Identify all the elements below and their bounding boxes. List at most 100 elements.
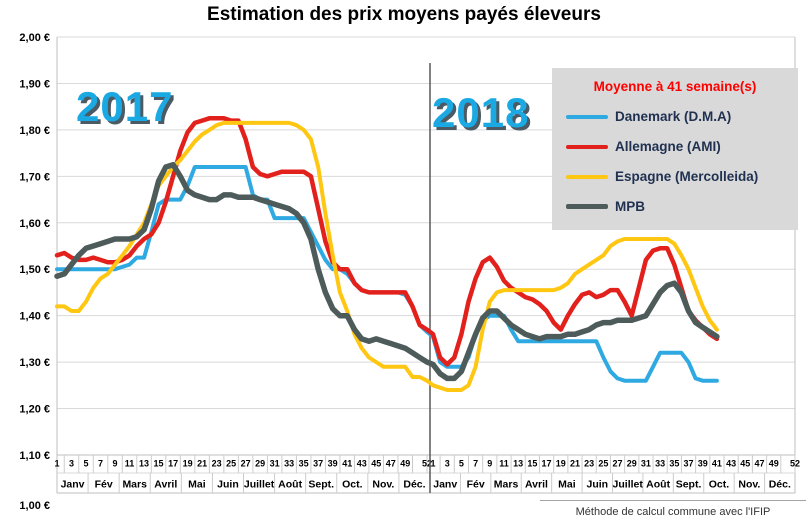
week-number: 47	[386, 459, 396, 469]
month-label: Fév	[95, 479, 113, 491]
month-label: Janv	[61, 479, 85, 491]
week-number: 27	[613, 459, 623, 469]
week-number: 25	[226, 459, 236, 469]
week-number: 33	[655, 459, 665, 469]
y-axis-label: 1,10 €	[19, 450, 50, 462]
week-number: 39	[328, 459, 338, 469]
month-label: Mai	[558, 479, 576, 491]
y-axis-label: 1,70 €	[19, 171, 50, 183]
week-number: 41	[342, 459, 352, 469]
chart-title: Estimation des prix moyens payés éleveur…	[207, 4, 601, 25]
week-number: 13	[139, 459, 149, 469]
week-number: 9	[487, 459, 492, 469]
week-number: 1	[54, 459, 59, 469]
week-number: 5	[459, 459, 464, 469]
week-number: 21	[197, 459, 207, 469]
week-number: 45	[371, 459, 381, 469]
series-line-allemagne-ami-	[54, 116, 720, 367]
month-labels-2018: Janv Fév Mars Avril Mai Juin Juillet Août Sept. O…	[433, 473, 791, 493]
week-number: 3	[69, 459, 74, 469]
week-number: 27	[241, 459, 251, 469]
week-number: 33	[284, 459, 294, 469]
month-label: Août	[278, 479, 302, 491]
legend-swatch	[566, 204, 608, 209]
legend-item-danemark-d-m-a-: Danemark (D.M.A)	[566, 109, 798, 124]
week-number: 29	[255, 459, 265, 469]
week-number: 3	[445, 459, 450, 469]
week-number: 37	[313, 459, 323, 469]
legend-swatch	[566, 144, 608, 149]
week-numbers-2018: 1 3 5 7 9 11 13 15 17 19 21 23 25 27 29 31 33 35 37 39 41 43 4…	[430, 459, 800, 469]
month-label: Juillet	[613, 479, 644, 491]
y-axis-label: 1,30 €	[19, 357, 50, 369]
legend-label: Danemark (D.M.A)	[615, 109, 732, 124]
week-number: 23	[584, 459, 594, 469]
week-number: 15	[154, 459, 164, 469]
y-axis-label: 1,00 €	[19, 500, 50, 512]
y-axis-label: 2,00 €	[19, 32, 50, 44]
legend-item-allemagne-ami-: Allemagne (AMI)	[566, 139, 798, 154]
week-number: 43	[357, 459, 367, 469]
month-label: Déc.	[403, 479, 425, 491]
week-number: 52	[422, 459, 432, 469]
y-axis-label: 1,40 €	[19, 311, 50, 323]
week-number: 43	[726, 459, 736, 469]
month-label: Sept.	[676, 479, 702, 491]
week-number: 1	[430, 459, 435, 469]
week-number: 17	[542, 459, 552, 469]
month-label: Mars	[122, 479, 147, 491]
week-number: 13	[513, 459, 523, 469]
legend-label: Allemagne (AMI)	[615, 139, 721, 154]
week-number: 7	[473, 459, 478, 469]
month-label: Juin	[217, 479, 239, 491]
legend-swatch	[566, 174, 608, 179]
y-axis-label: 1,20 €	[19, 404, 50, 416]
week-number: 47	[755, 459, 765, 469]
month-label: Oct.	[342, 479, 363, 491]
year-label-2017: 2017	[76, 83, 174, 130]
footer-note: Méthode de calcul commune avec l'IFIP	[540, 500, 806, 518]
week-number: 41	[712, 459, 722, 469]
week-number: 11	[125, 459, 135, 469]
week-number: 35	[669, 459, 679, 469]
legend-item-mpb: MPB	[566, 199, 798, 214]
week-number: 17	[168, 459, 178, 469]
y-axis-labels: 2,00 € 1,90 € 1,80 € 1,70 € 1,60 € 1,50 € 1,40…	[19, 32, 50, 512]
y-axis-label: 1,60 €	[19, 218, 50, 230]
week-number: 52	[790, 459, 800, 469]
week-number: 31	[641, 459, 651, 469]
legend-label: MPB	[615, 199, 645, 214]
week-number: 11	[499, 459, 509, 469]
legend-item-espagne-mercolleida-: Espagne (Mercolleida)	[566, 169, 798, 184]
week-number: 19	[183, 459, 193, 469]
y-axis-label: 1,90 €	[19, 78, 50, 90]
series-line-mpb	[54, 161, 720, 382]
week-number: 5	[84, 459, 89, 469]
month-label: Juin	[586, 479, 608, 491]
week-ticks-2017	[63, 455, 428, 473]
month-label: Mai	[188, 479, 206, 491]
week-number: 9	[113, 459, 118, 469]
week-number: 21	[570, 459, 580, 469]
legend-swatch	[566, 114, 608, 119]
month-label: Avril	[154, 479, 177, 491]
month-label: Avril	[525, 479, 548, 491]
week-number: 23	[212, 459, 222, 469]
week-number: 49	[769, 459, 779, 469]
y-axis-label: 1,80 €	[19, 125, 50, 137]
week-number: 19	[556, 459, 566, 469]
series-line-espagne-mercolleida-	[55, 120, 719, 392]
week-number: 25	[598, 459, 608, 469]
week-number: 29	[627, 459, 637, 469]
week-number: 39	[698, 459, 708, 469]
month-label: Mars	[494, 479, 519, 491]
legend-label: Espagne (Mercolleida)	[615, 169, 759, 184]
month-label: Déc.	[769, 479, 791, 491]
legend-items: Danemark (D.M.A) Allemagne (AMI) Espagne (…	[552, 109, 798, 214]
week-ticks-2018	[439, 455, 796, 473]
legend-title: Moyenne à 41 semaine(s)	[593, 79, 757, 94]
week-number: 15	[527, 459, 537, 469]
month-label: Nov.	[738, 479, 760, 491]
